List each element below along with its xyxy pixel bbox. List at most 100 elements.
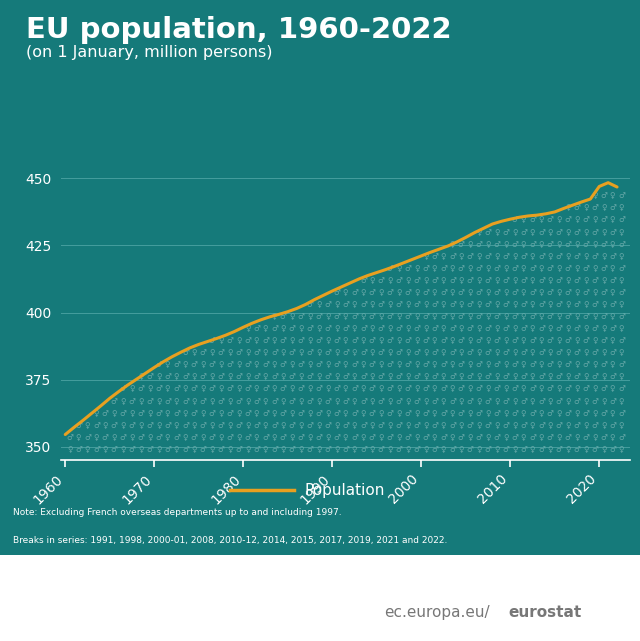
Text: ♂: ♂: [236, 397, 242, 406]
Text: ♂: ♂: [378, 348, 385, 357]
Text: ♂: ♂: [476, 263, 483, 273]
Text: ♂: ♂: [573, 420, 580, 429]
Text: ♀: ♀: [191, 348, 197, 357]
Text: ♂: ♂: [387, 433, 394, 442]
Text: ♀: ♀: [601, 445, 607, 454]
Text: ♀: ♀: [209, 372, 215, 381]
Text: ♀: ♀: [352, 324, 357, 333]
Text: ♀: ♀: [556, 288, 562, 297]
Text: ♂: ♂: [618, 433, 625, 442]
Text: ♀: ♀: [583, 252, 589, 261]
Text: ♂: ♂: [582, 433, 589, 442]
Text: ♀: ♀: [539, 288, 544, 297]
Text: ♂: ♂: [227, 408, 234, 417]
Text: ♂: ♂: [413, 348, 420, 357]
Text: ♀: ♀: [610, 433, 616, 442]
Text: ♀: ♀: [423, 397, 429, 406]
Text: ♀: ♀: [405, 372, 411, 381]
Text: ♀: ♀: [360, 385, 366, 394]
Text: ♀: ♀: [254, 360, 259, 369]
Text: ♂: ♂: [449, 300, 456, 309]
Text: ♀: ♀: [574, 408, 580, 417]
Text: ♀: ♀: [512, 276, 518, 285]
Text: ♀: ♀: [503, 408, 509, 417]
Text: ♀: ♀: [396, 312, 402, 321]
Text: ♂: ♂: [556, 348, 563, 357]
Text: ♀: ♀: [298, 445, 304, 454]
Text: ♂: ♂: [280, 433, 287, 442]
Text: ♂: ♂: [129, 397, 136, 406]
Text: ♀: ♀: [325, 433, 331, 442]
Text: ♀: ♀: [521, 288, 527, 297]
Text: ♀: ♀: [619, 348, 624, 357]
Text: ♂: ♂: [493, 336, 500, 345]
Text: ♂: ♂: [369, 408, 376, 417]
Text: ♀: ♀: [530, 420, 535, 429]
Text: ♀: ♀: [138, 372, 144, 381]
Text: ♂: ♂: [307, 348, 314, 357]
Text: ♂: ♂: [556, 252, 563, 261]
Text: ♂: ♂: [413, 420, 420, 429]
Text: ♂: ♂: [333, 385, 340, 394]
Text: ♂: ♂: [324, 348, 332, 357]
Text: ♂: ♂: [493, 263, 500, 273]
Text: ♀: ♀: [414, 360, 420, 369]
Text: ♀: ♀: [521, 385, 527, 394]
Text: ♀: ♀: [592, 385, 598, 394]
Text: ♂: ♂: [582, 312, 589, 321]
Text: ♂: ♂: [529, 433, 536, 442]
Text: ♀: ♀: [298, 324, 304, 333]
Text: ♀: ♀: [592, 192, 598, 201]
Text: ♀: ♀: [547, 372, 553, 381]
Text: ♀: ♀: [218, 433, 224, 442]
Text: ♀: ♀: [592, 263, 598, 273]
Text: ♂: ♂: [422, 336, 429, 345]
Text: ♀: ♀: [565, 397, 571, 406]
Text: ♂: ♂: [236, 445, 242, 454]
Text: ♂: ♂: [378, 372, 385, 381]
Text: ♂: ♂: [520, 228, 527, 237]
Text: ♂: ♂: [413, 324, 420, 333]
Text: ♀: ♀: [556, 336, 562, 345]
Text: ♀: ♀: [512, 300, 518, 309]
Text: ♀: ♀: [583, 203, 589, 212]
Text: ♀: ♀: [556, 408, 562, 417]
Text: ♂: ♂: [351, 336, 358, 345]
Text: ♀: ♀: [423, 445, 429, 454]
Text: ♂: ♂: [307, 420, 314, 429]
Text: ♀: ♀: [574, 336, 580, 345]
Text: ♀: ♀: [262, 445, 268, 454]
Text: ♂: ♂: [467, 397, 474, 406]
Text: ♂: ♂: [476, 336, 483, 345]
Text: ♀: ♀: [352, 372, 357, 381]
Text: ♂: ♂: [556, 324, 563, 333]
Text: ♂: ♂: [431, 276, 438, 285]
Text: ♂: ♂: [253, 324, 260, 333]
Text: ♀: ♀: [619, 372, 624, 381]
Text: ♂: ♂: [413, 276, 420, 285]
Text: ♀: ♀: [343, 360, 348, 369]
Text: ♀: ♀: [218, 336, 224, 345]
Text: ♀: ♀: [521, 215, 527, 224]
Text: ♂: ♂: [289, 372, 296, 381]
Text: ♀: ♀: [307, 408, 313, 417]
Text: ♀: ♀: [271, 408, 277, 417]
Text: ♂: ♂: [520, 252, 527, 261]
Text: ♀: ♀: [200, 360, 206, 369]
Text: ♀: ♀: [494, 372, 500, 381]
Text: ♀: ♀: [129, 433, 135, 442]
Text: ♂: ♂: [600, 288, 607, 297]
Text: ♂: ♂: [520, 300, 527, 309]
Text: ♀: ♀: [414, 263, 420, 273]
Text: ♀: ♀: [476, 445, 482, 454]
Text: ♀: ♀: [396, 385, 402, 394]
Text: ♀: ♀: [467, 263, 473, 273]
Text: ♀: ♀: [164, 408, 170, 417]
Text: ♀: ♀: [565, 300, 571, 309]
Text: ♀: ♀: [512, 252, 518, 261]
Text: ♂: ♂: [493, 385, 500, 394]
Text: ♀: ♀: [316, 420, 322, 429]
Text: ♀: ♀: [173, 420, 179, 429]
Text: ♀: ♀: [458, 372, 464, 381]
Text: ♀: ♀: [378, 288, 384, 297]
